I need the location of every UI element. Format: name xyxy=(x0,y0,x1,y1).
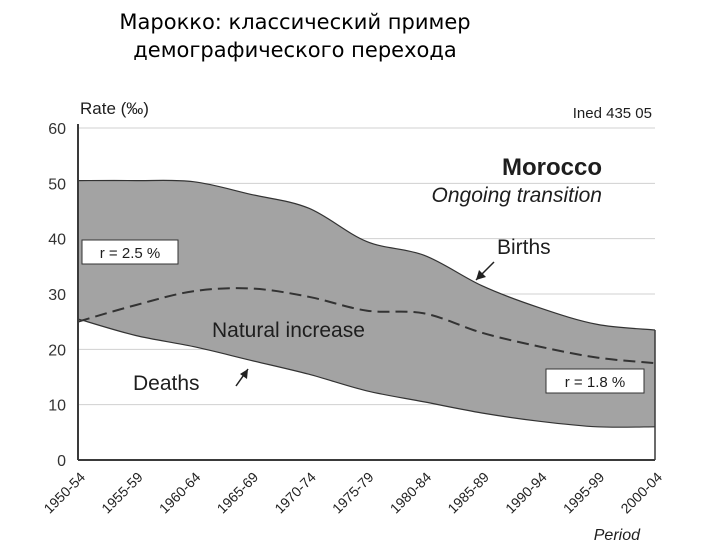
y-tick-50: 50 xyxy=(48,176,66,193)
x-tick-1985-89: 1985-89 xyxy=(444,469,492,517)
source-label: Ined 435 05 xyxy=(573,105,652,122)
births-deaths-band xyxy=(78,180,655,428)
slide-title-line2: демографического перехода xyxy=(133,38,457,62)
y-tick-60: 60 xyxy=(48,121,66,138)
x-tick-1955-59: 1955-59 xyxy=(98,469,146,517)
y-tick-30: 30 xyxy=(48,287,66,304)
x-tick-1980-84: 1980-84 xyxy=(387,469,435,517)
slide-title: Марокко: классический пример демографиче… xyxy=(0,8,590,64)
x-tick-2000-04: 2000-04 xyxy=(617,469,665,517)
y-tick-40: 40 xyxy=(48,232,66,249)
x-tick-1960-64: 1960-64 xyxy=(156,469,204,517)
slide-title-line1: Марокко: классический пример xyxy=(119,10,471,34)
r-end-label: r = 1.8 % xyxy=(565,374,625,391)
chart-subtitle: Ongoing transition xyxy=(432,184,602,207)
axis-layer xyxy=(77,124,656,461)
y-tick-0: 0 xyxy=(57,453,66,470)
x-tick-1950-54: 1950-54 xyxy=(40,469,88,517)
x-tick-1970-74: 1970-74 xyxy=(271,469,319,517)
y-axis-label: Rate (‰) xyxy=(80,99,149,118)
x-tick-1975-79: 1975-79 xyxy=(329,469,377,517)
births-arrow-head xyxy=(476,270,486,280)
x-tick-1990-94: 1990-94 xyxy=(502,469,550,517)
births-line xyxy=(77,179,656,331)
deaths-label: Deaths xyxy=(133,372,200,395)
y-tick-labels: 0 10 20 30 40 50 60 xyxy=(48,121,66,470)
chart-title: Morocco xyxy=(502,154,602,181)
r-end-box xyxy=(545,368,645,394)
x-tick-1995-99: 1995-99 xyxy=(560,469,608,517)
natural-increase-line xyxy=(77,287,656,365)
natural-increase-label: Natural increase xyxy=(212,319,365,342)
r-start-label: r = 2.5 % xyxy=(100,245,160,262)
deaths-arrow-head xyxy=(240,369,248,379)
births-label: Births xyxy=(497,236,551,259)
y-tick-10: 10 xyxy=(48,398,66,415)
y-tick-20: 20 xyxy=(48,342,66,359)
x-tick-labels: 1950-54 1955-59 1960-64 1965-69 1970-74 1975-… xyxy=(40,469,665,517)
x-axis-label: Period xyxy=(594,527,641,540)
deaths-line xyxy=(77,318,656,428)
r-start-box xyxy=(81,239,179,265)
x-tick-1965-69: 1965-69 xyxy=(214,469,262,517)
